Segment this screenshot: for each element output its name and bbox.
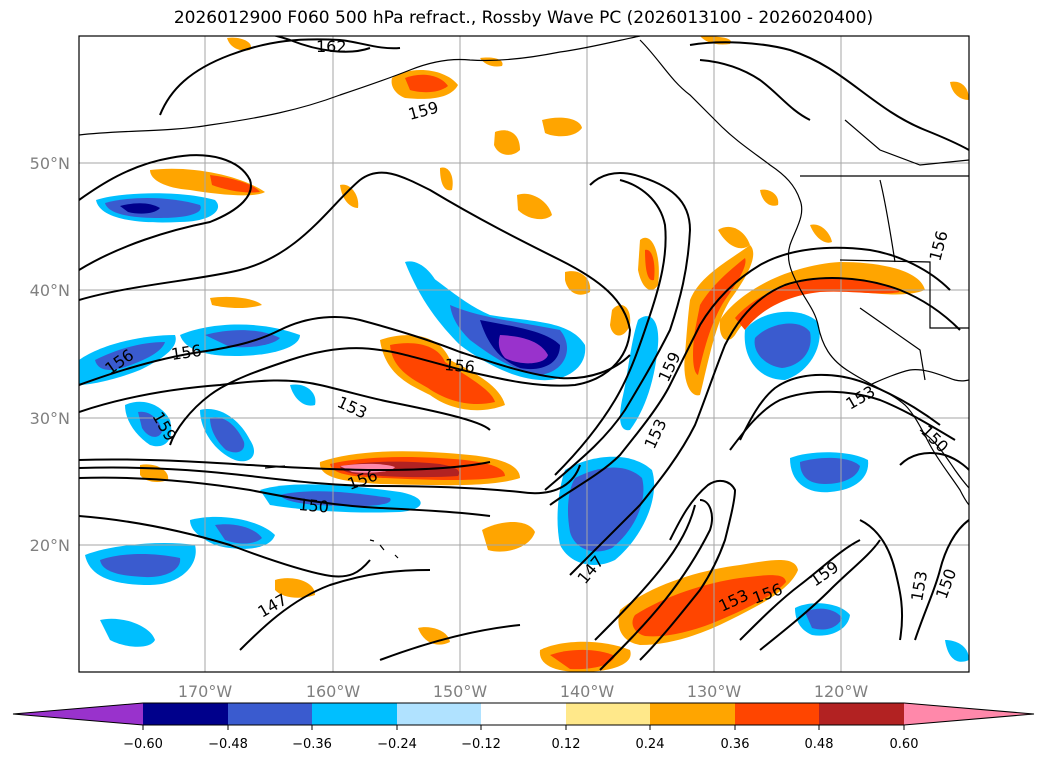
lon-label: 170°W (178, 682, 233, 701)
map-area: 162 159 156 156 159 156 153 156 150 147 … (79, 36, 969, 672)
colorbar-swatch (904, 703, 1034, 725)
colorbar-tick: 0.60 (890, 737, 919, 752)
colorbar-tick: −0.60 (123, 737, 163, 752)
colorbar-tick: −0.48 (208, 737, 248, 752)
coastlines (79, 36, 969, 559)
lat-label: 20°N (30, 536, 70, 555)
colorbar-tick: 0.48 (805, 737, 834, 752)
colorbar-swatch (312, 703, 397, 725)
longitude-labels: 170°W 160°W 150°W 140°W 130°W 120°W (178, 682, 869, 701)
contour-label: 162 (316, 37, 347, 56)
map-title: 2026012900 F060 500 hPa refract., Rossby… (173, 8, 874, 28)
lat-label: 30°N (30, 409, 70, 428)
colorbar-tick: 0.24 (636, 737, 665, 752)
lon-label: 160°W (306, 682, 361, 701)
contour-label: 156 (444, 355, 476, 377)
colorbar-swatch (228, 703, 312, 725)
lon-label: 140°W (560, 682, 615, 701)
colorbar: −0.60 −0.48 −0.36 −0.24 −0.12 0.12 0.24 … (12, 702, 1035, 752)
geopotential-contours (79, 36, 969, 671)
colorbar-swatch (397, 703, 481, 725)
colorbar-tick: 0.12 (552, 737, 581, 752)
contour-label: 156 (170, 341, 203, 364)
colorbar-swatch (481, 703, 566, 725)
colorbar-swatch (143, 703, 228, 725)
contour-label: 150 (298, 495, 330, 517)
colorbar-tick: −0.24 (377, 737, 417, 752)
lon-label: 130°W (687, 682, 742, 701)
latitude-labels: 50°N 40°N 30°N 20°N (30, 154, 70, 555)
colorbar-swatch (13, 703, 143, 725)
lat-label: 50°N (30, 154, 70, 173)
colorbar-tick: −0.36 (292, 737, 332, 752)
map-frame (78, 35, 970, 673)
colorbar-swatch (735, 703, 819, 725)
colorbar-swatch (819, 703, 904, 725)
colorbar-tick: −0.12 (461, 737, 501, 752)
lon-label: 120°W (814, 682, 869, 701)
lat-label: 40°N (30, 281, 70, 300)
colorbar-swatch (566, 703, 650, 725)
colorbar-swatch (650, 703, 735, 725)
colorbar-tick: 0.36 (721, 737, 750, 752)
lon-label: 150°W (433, 682, 488, 701)
